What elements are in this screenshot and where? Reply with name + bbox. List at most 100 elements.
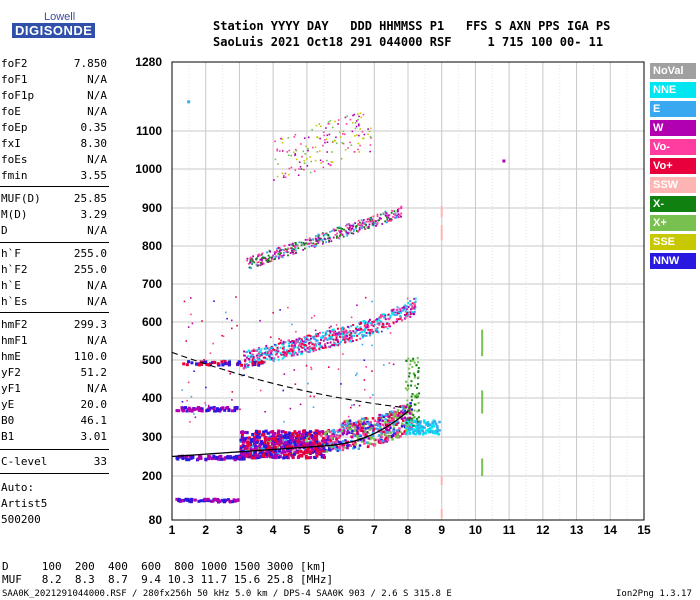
echo-f2-trace <box>396 433 400 437</box>
echo-f2-trace <box>385 426 389 429</box>
echo-500-band <box>204 360 208 364</box>
echo-2nd-hop <box>312 349 315 352</box>
echo-2nd-hop <box>290 344 293 347</box>
echo-f2-trace <box>371 424 375 428</box>
echo-noise <box>380 417 382 419</box>
echo-2nd-hop <box>325 338 328 341</box>
echo-f2-trace <box>396 431 399 434</box>
legend-nnw: NNW <box>650 253 696 269</box>
echo-east <box>408 423 412 427</box>
echo-east <box>419 430 422 434</box>
echo-4th-hop <box>369 135 372 138</box>
echo-x-trace <box>411 392 414 395</box>
echo-noise <box>389 332 392 334</box>
echo-2nd-hop <box>297 350 300 353</box>
echo-2nd-hop <box>310 337 313 340</box>
muf-row: MUF 8.2 8.3 8.7 9.4 10.3 11.7 15.6 25.8 … <box>2 573 334 586</box>
echo-spread <box>272 450 276 454</box>
panel-separator <box>0 312 109 313</box>
echo-2nd-hop <box>414 300 417 303</box>
echo-f2-trace <box>359 422 362 425</box>
echo-3rd-hop <box>338 235 341 238</box>
echo-f2-trace <box>387 428 391 432</box>
echo-f2-trace <box>369 442 372 445</box>
echo-2nd-hop <box>393 314 396 317</box>
echo-noise <box>371 300 373 303</box>
echo-f2-trace <box>331 434 335 438</box>
echo-2nd-hop <box>361 335 364 338</box>
echo-mid-band <box>218 408 222 412</box>
echo-2nd-hop <box>314 335 317 338</box>
param-label: hmE <box>1 350 21 363</box>
echo-f2-trace <box>371 431 375 435</box>
echo-spread <box>313 449 317 453</box>
param-h-f: h`F 255.0 <box>1 247 107 263</box>
echo-x-trace <box>406 399 409 402</box>
echo-3rd-hop <box>366 218 369 221</box>
echo-2nd-hop <box>404 316 407 319</box>
echo-3rd-hop <box>302 248 305 251</box>
echo-spread <box>292 452 296 456</box>
echo-3rd-hop <box>304 242 307 245</box>
echo-4th-hop <box>361 130 364 133</box>
echo-4th-hop <box>341 142 344 144</box>
echo-f2-trace <box>327 448 331 452</box>
echo-3rd-hop <box>312 242 315 245</box>
echo-spread <box>273 438 277 442</box>
echo-spread <box>269 430 273 434</box>
echo-x-trace <box>410 405 413 408</box>
echo-f2-trace <box>393 432 396 436</box>
echo-east <box>424 432 427 435</box>
echo-2nd-hop <box>370 321 373 324</box>
echo-spread <box>267 448 271 452</box>
param-label: foF1 <box>1 73 28 86</box>
echo-4th-hop <box>314 146 317 149</box>
y-tick-label: 300 <box>142 430 162 444</box>
echo-2nd-hop <box>319 342 322 345</box>
echo-spread <box>251 438 255 442</box>
echo-4th-hop <box>351 130 354 133</box>
echo-f2-trace <box>362 421 366 424</box>
echo-2nd-hop <box>279 346 282 349</box>
echo-f2-trace <box>396 436 399 439</box>
echo-3rd-hop <box>328 240 330 243</box>
echo-4th-hop <box>353 151 356 153</box>
echo-low-band <box>226 456 230 460</box>
echo-2nd-hop <box>356 334 359 337</box>
echo-spread <box>314 431 318 435</box>
echo-2nd-hop <box>405 308 408 311</box>
echo-2nd-hop <box>331 334 334 337</box>
echo-east <box>412 420 416 423</box>
param-value: 8.30 <box>80 137 108 150</box>
echo-noise <box>230 319 233 322</box>
echo-x-trace <box>412 372 415 375</box>
y-tick-label: 200 <box>142 469 162 483</box>
echo-spread <box>254 431 258 435</box>
echo-noise <box>181 389 184 391</box>
param-value: 33 <box>93 455 107 468</box>
echo-3rd-hop <box>266 259 269 261</box>
echo-x-trace <box>407 405 410 408</box>
echo-x-trace <box>405 421 408 424</box>
echo-3rd-hop <box>338 227 340 230</box>
echo-4th-hop <box>339 136 342 138</box>
echo-noise <box>229 372 231 375</box>
echo-3rd-hop <box>256 264 259 267</box>
echo-3rd-hop <box>372 223 375 226</box>
echo-noise <box>356 372 358 375</box>
echo-noise <box>314 329 317 332</box>
echo-x-trace <box>405 425 408 428</box>
echo-x-trace <box>412 424 415 427</box>
echo-f2-trace <box>397 435 401 439</box>
echo-spread <box>241 430 245 434</box>
echo-f2-trace <box>344 446 347 449</box>
echo-spread <box>286 436 290 440</box>
echo-spread <box>289 447 293 451</box>
echo-2nd-hop <box>370 324 373 327</box>
echo-2nd-hop <box>256 356 259 359</box>
echo-4th-hop <box>313 170 316 173</box>
echo-f2-trace <box>370 436 374 440</box>
echo-spread <box>253 450 257 454</box>
echo-2nd-hop <box>385 322 388 325</box>
echo-2nd-hop <box>355 327 358 330</box>
